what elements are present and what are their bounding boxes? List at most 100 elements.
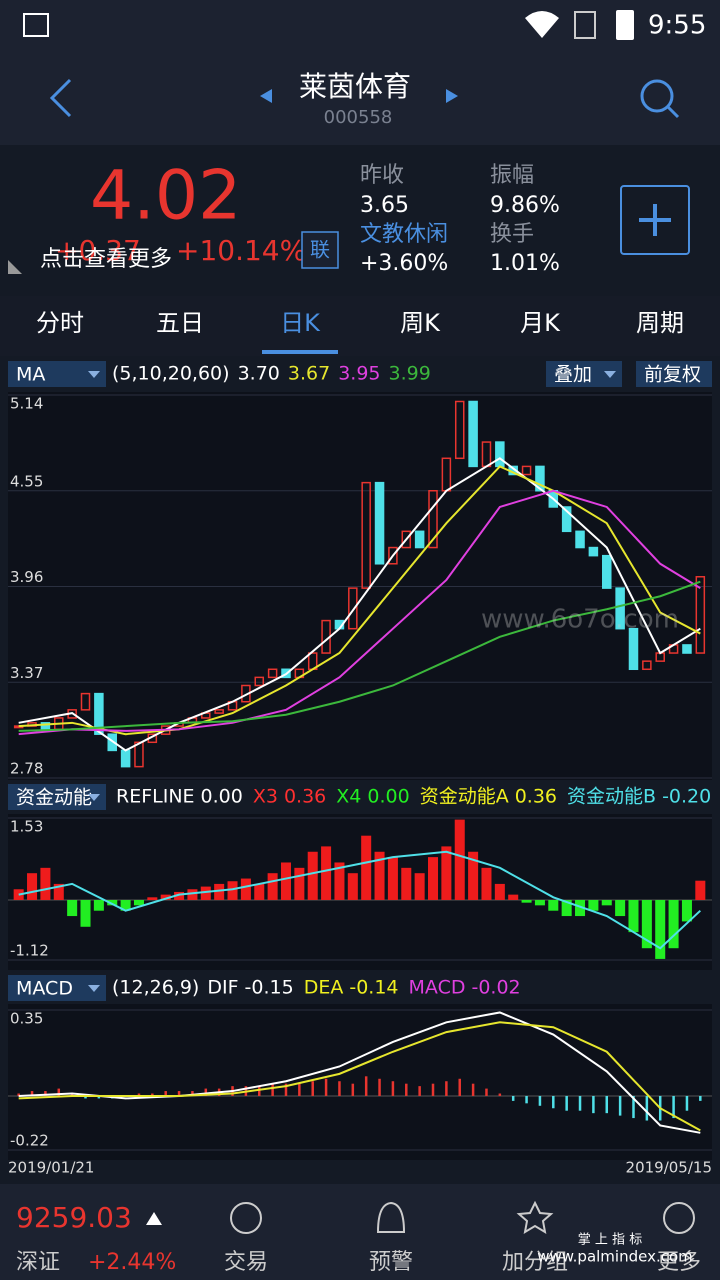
search-handle [666, 105, 680, 119]
watermark: 掌 上 指 标 [578, 1233, 642, 1248]
candle [120, 749, 131, 768]
bar [280, 862, 292, 900]
candle [602, 554, 612, 589]
nav-label[interactable]: 交易 [224, 1250, 268, 1275]
bar [13, 889, 24, 900]
candle [561, 506, 572, 533]
bar [107, 899, 118, 906]
tab[interactable]: 周K [400, 309, 441, 337]
tab[interactable]: 分时 [36, 309, 84, 337]
more-icon[interactable] [663, 1202, 695, 1234]
bar [240, 878, 251, 900]
legend-text: -0.14 [349, 977, 398, 999]
index-arrow [146, 1212, 162, 1225]
candle [267, 668, 278, 679]
bar [44, 1091, 47, 1096]
tab[interactable]: 月K [520, 309, 561, 337]
candle [428, 490, 438, 549]
bar [494, 883, 505, 900]
bar [27, 873, 38, 900]
candle [615, 587, 625, 630]
y-tick-label: 3.37 [10, 664, 43, 682]
indicator-line [18, 465, 701, 736]
bar [254, 883, 265, 900]
stock-code: 000558 [324, 107, 393, 128]
bar [632, 1095, 635, 1119]
wifi-icon [525, 11, 559, 38]
bar [538, 1095, 542, 1106]
back-button[interactable] [49, 78, 72, 118]
y-tick-label: 0.35 [10, 1010, 43, 1028]
index-change: +2.44% [88, 1250, 176, 1275]
nav-label[interactable]: 预警 [369, 1250, 413, 1275]
indicator-line [18, 489, 701, 736]
price-change-pct: +10.14% [176, 234, 306, 267]
bar [401, 867, 412, 900]
indicator-box[interactable] [8, 784, 106, 810]
next-stock[interactable] [446, 89, 458, 103]
legend-text: -0.02 [471, 977, 520, 999]
indicator: 资金动能 [16, 787, 92, 809]
y-tick-label: 2.78 [10, 760, 43, 778]
nav-label[interactable]: 加分组 [502, 1250, 568, 1275]
trade-icon[interactable] [230, 1202, 262, 1234]
add-button[interactable] [620, 185, 690, 255]
bar [601, 899, 612, 906]
indicator-box[interactable] [8, 975, 106, 1001]
turnover: 1.01% [490, 251, 560, 276]
bar [414, 873, 425, 900]
link-button-label: 联 [310, 238, 330, 262]
bar [454, 819, 465, 900]
watermark: www.6o7o.com [481, 605, 679, 635]
bar [364, 1076, 368, 1096]
bar [575, 899, 586, 917]
bar [258, 1086, 261, 1096]
group-icon[interactable] [516, 1200, 554, 1234]
search-button[interactable] [640, 79, 674, 113]
nav-label[interactable]: 更多 [657, 1250, 701, 1275]
indicator-caret [88, 371, 100, 378]
candle [361, 481, 371, 589]
y-tick-label: -0.22 [10, 1132, 49, 1150]
candle [682, 644, 692, 654]
bar [133, 899, 144, 906]
adjust-box[interactable] [636, 361, 712, 387]
candle [348, 587, 358, 630]
bar [681, 899, 692, 922]
prev-stock[interactable] [260, 89, 272, 103]
more-link[interactable]: 点击查看更多 [40, 247, 172, 272]
indicator-caret [88, 985, 100, 992]
bar [53, 883, 64, 900]
bar [57, 1088, 61, 1096]
candle [695, 576, 706, 654]
sector[interactable]: 文教休闲 [360, 222, 448, 247]
bar [391, 1081, 395, 1096]
candle [134, 741, 144, 768]
candle [468, 400, 478, 468]
status-time: 9:55 [648, 11, 706, 41]
candle [628, 627, 639, 671]
legend-text: -0.20 [662, 786, 711, 808]
indicator: MA [16, 364, 45, 386]
bar [552, 1095, 555, 1109]
candle [642, 660, 652, 671]
bar [191, 1091, 194, 1096]
bar [655, 899, 666, 959]
tab[interactable]: 五日 [156, 309, 204, 337]
indicator-box[interactable] [8, 361, 106, 387]
bar [561, 899, 572, 917]
tab[interactable]: 周期 [636, 309, 684, 337]
bar [151, 1093, 154, 1096]
bar [387, 857, 398, 900]
stock-name: 莱茵体育 [299, 70, 411, 103]
alert-icon[interactable] [376, 1201, 406, 1233]
price: 4.02 [90, 157, 241, 236]
link-button[interactable] [301, 231, 339, 269]
bar [324, 1078, 328, 1096]
tab[interactable]: 日K [280, 309, 321, 337]
legend-text: REFLINE [116, 786, 195, 808]
bar [525, 1095, 528, 1104]
macd-chart-bg [8, 1004, 712, 1160]
bar [271, 1083, 274, 1096]
